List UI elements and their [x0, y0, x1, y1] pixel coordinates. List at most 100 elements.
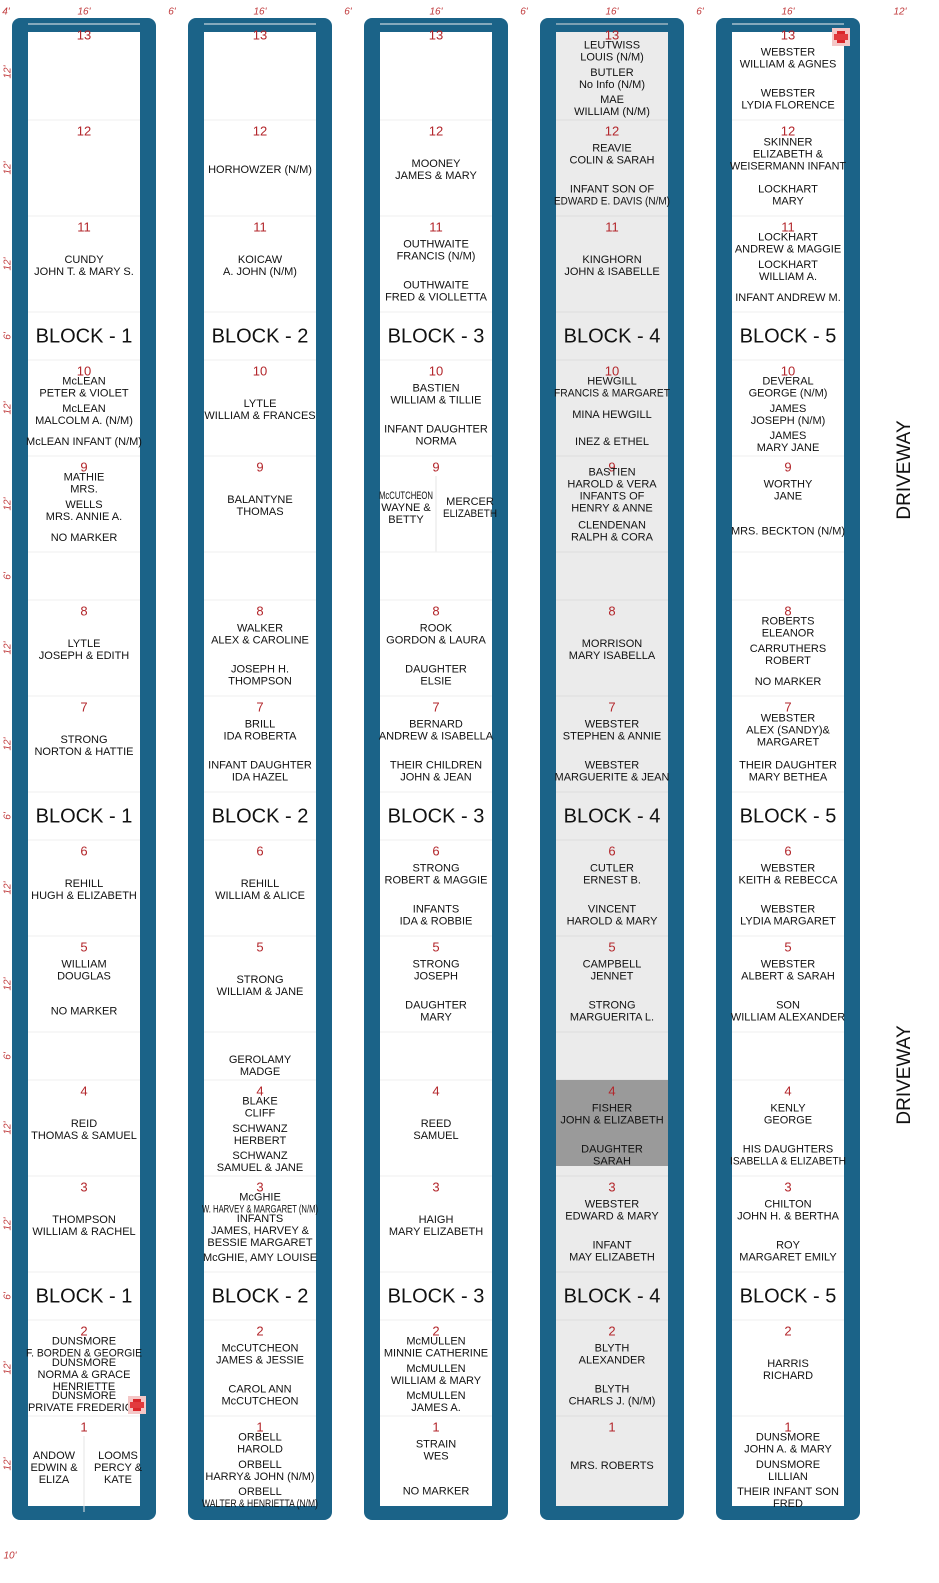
plot-text: No Info (N/M) [579, 79, 645, 91]
dimension-label: 16' [253, 7, 267, 18]
plot-text: JAMES A. [411, 1402, 461, 1414]
plot-text: KEITH & REBECCA [738, 874, 838, 886]
plot-text: THEIR DAUGHTER [739, 759, 837, 771]
plot-text: GEORGE (N/M) [749, 388, 828, 400]
plot-text: ELIZA [39, 1474, 70, 1486]
plot-number: 8 [256, 603, 263, 618]
plot-text: SON [776, 999, 800, 1011]
dimension-label: 12' [3, 400, 14, 414]
plot-text: ELIZABETH & [753, 148, 824, 160]
dimension-label: 6' [3, 571, 14, 580]
plot-text: STRONG [412, 862, 459, 874]
plot-text: ELSIE [420, 675, 451, 687]
plot-text: INFANT ANDREW M. [735, 292, 841, 304]
plot-number: 10 [605, 363, 619, 378]
plot-number: 13 [605, 27, 619, 42]
plot-number: 3 [80, 1179, 87, 1194]
plot-text: MARY [772, 195, 804, 207]
block-label: BLOCK - 5 [740, 1285, 837, 1307]
plot-text: MERCER [446, 496, 494, 508]
plot-number: 2 [784, 1323, 791, 1338]
plot-text: BALANTYNE [227, 494, 292, 506]
plot-text: FRANCIS (N/M) [397, 250, 476, 262]
plot-text: CUNDY [64, 254, 104, 266]
content: 4' 16' 6' 16' 6' 16' 6' 16' 6' 16' 12'12'12'12'6'1… [2, 7, 915, 1562]
plot-text: W. HARVEY & MARGARET (N/M) [202, 1204, 318, 1216]
column-inner [28, 32, 140, 1506]
plot-text: STRONG [412, 958, 459, 970]
plot-number: 11 [605, 219, 619, 234]
block-label: BLOCK - 2 [212, 1285, 309, 1307]
plot-number: 3 [256, 1179, 263, 1194]
plot-text: HENRY & ANNE [571, 502, 653, 514]
plot-text: McGHIE, AMY LOUISE [203, 1252, 317, 1264]
plot-text: SCHWANZ [232, 1123, 287, 1135]
plot-text: DAUGHTER [405, 999, 467, 1011]
plot-text: ROOK [420, 622, 453, 634]
plot-text: NO MARKER [403, 1485, 470, 1497]
plot-text: NO MARKER [51, 1005, 118, 1017]
plot-text: REAVIE [592, 142, 632, 154]
plot-text: LOCKHART [758, 259, 818, 271]
plot-text: NORMA & GRACE [38, 1369, 131, 1381]
plot-text: CHILTON [764, 1198, 811, 1210]
plot-text: MOONEY [412, 158, 462, 170]
plot-text: MADGE [240, 1066, 280, 1078]
plot-text: JAMES, HARVEY & [211, 1225, 310, 1237]
plot-text: MARGUERITA L. [570, 1011, 654, 1023]
plot-number: 3 [784, 1179, 791, 1194]
plot-number: 4 [256, 1083, 263, 1098]
block-label: BLOCK - 3 [388, 805, 485, 827]
plot-text: JOHN T. & MARY S. [34, 266, 134, 278]
plot-number: 7 [432, 699, 439, 714]
plot-number: 8 [80, 603, 87, 618]
plot-number: 2 [432, 1323, 439, 1338]
plot-number: 8 [432, 603, 439, 618]
plot-text: WEBSTER [585, 759, 639, 771]
plot-text: JOSEPH & EDITH [39, 650, 130, 662]
plot-text: RICHARD [763, 1370, 813, 1382]
plot-text: BASTIEN [412, 382, 459, 394]
dimension-label: 12' [893, 7, 907, 18]
plot-text: GEORGE [764, 1114, 812, 1126]
plot-text: LOUIS (N/M) [580, 52, 644, 64]
plot-text: NORMA [416, 435, 458, 447]
block-label: BLOCK - 4 [564, 1285, 661, 1307]
plot-text: WILLIAM & JANE [217, 986, 304, 998]
dimension-label: 6' [168, 7, 177, 18]
dimension-label: 6' [344, 7, 353, 18]
dimension-label: 10' [3, 1551, 17, 1562]
plot-text: HIS DAUGHTERS [743, 1143, 833, 1155]
plot-text: FRED & VIOLLETTA [385, 291, 488, 303]
plot-text: JOHN & JEAN [400, 771, 472, 783]
plot-text: HERBERT [234, 1135, 287, 1147]
plot-text: INFANTS [237, 1213, 283, 1225]
plot-number: 3 [432, 1179, 439, 1194]
plot-number: 5 [784, 939, 791, 954]
plot-text: BRILL [245, 718, 276, 730]
plot-text: ROBERT [765, 655, 811, 667]
dimension-label: 12' [3, 1456, 14, 1470]
dimension-label: 16' [781, 7, 795, 18]
plot-text: WALKER [237, 622, 283, 634]
plot-text: OUTHWAITE [403, 279, 469, 291]
plot-text: JOHN A. & MARY [744, 1444, 832, 1456]
plot-number: 12 [77, 123, 91, 138]
plot-number: 7 [80, 699, 87, 714]
plot-text: MARY [420, 1011, 452, 1023]
plot-text: MINA HEWGILL [572, 409, 651, 421]
plot-text: KINGHORN [582, 254, 641, 266]
plot-text: MARY JANE [757, 442, 820, 454]
plot-text: ISABELLA & ELIZABETH [730, 1155, 846, 1167]
plot-text: JANE [774, 490, 802, 502]
plot-text: MRS. [70, 484, 98, 496]
plot-text: JOSEPH [414, 970, 458, 982]
plot-number: 9 [432, 459, 439, 474]
plot-text: JENNET [591, 970, 634, 982]
plot-number: 11 [781, 219, 795, 234]
plot-text: INFANT [592, 1239, 631, 1251]
plot-text: LYDIA MARGARET [740, 915, 836, 927]
plot-text: McCUTCHEON [222, 1342, 299, 1354]
plot-text: SAMUEL & JANE [217, 1162, 303, 1174]
